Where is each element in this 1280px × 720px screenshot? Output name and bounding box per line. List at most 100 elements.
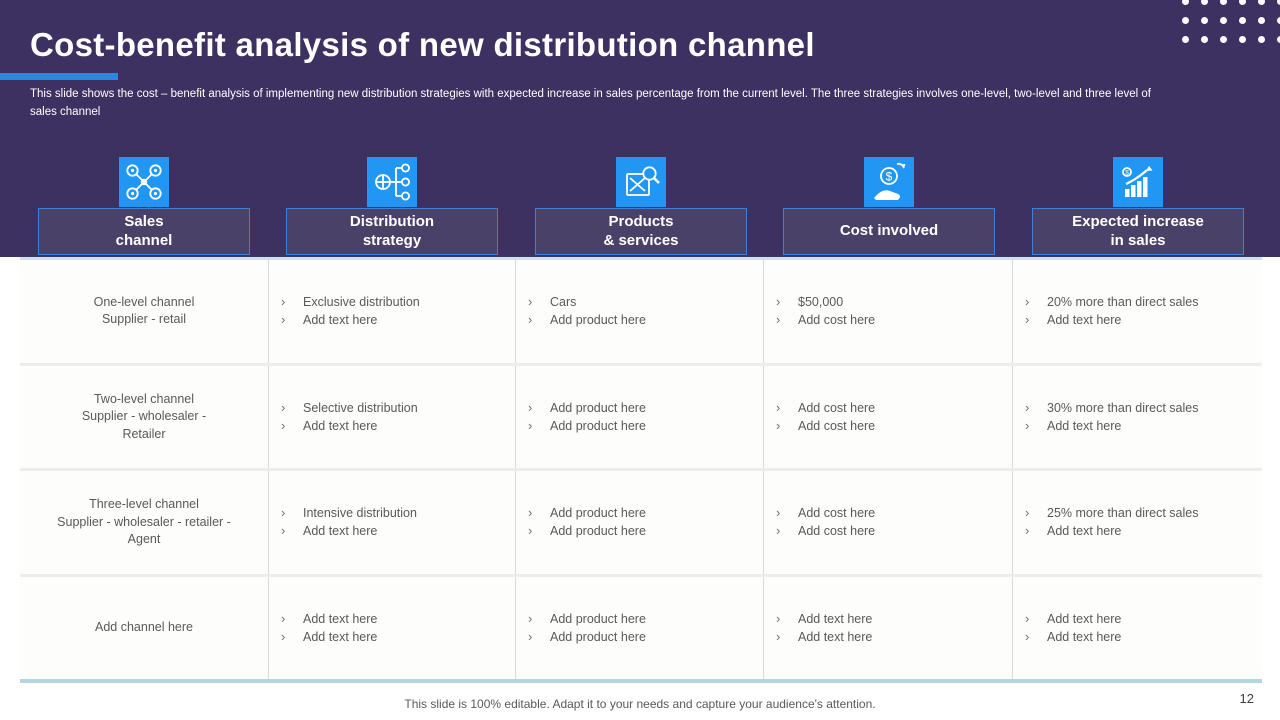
- channel-text: One-level channel: [93, 294, 195, 309]
- bullet-line: › Add product here: [528, 610, 755, 628]
- bullet-icon: ›: [1025, 610, 1030, 626]
- column-header-distribution-strategy: Distribution strategy: [286, 208, 498, 255]
- bullet-text: $50,000: [798, 295, 844, 309]
- bullet-line: › Add text here: [1025, 417, 1254, 435]
- channel-cell: One-level channel Supplier - retail: [20, 260, 268, 363]
- bullet-text: 25% more than direct sales: [1047, 506, 1199, 520]
- bullet-text: Add product here: [550, 313, 646, 328]
- channel-text: Supplier - wholesaler -: [81, 409, 207, 423]
- products-cell: › Cars › Add product here: [515, 260, 763, 363]
- cost-cell: › Add cost here › Add cost here: [763, 471, 1012, 574]
- bullet-icon: ›: [1025, 417, 1030, 433]
- bullet-icon: ›: [528, 610, 533, 626]
- table-row: One-level channel Supplier - retail › Exclu…: [20, 260, 1262, 363]
- bullet-text: Add text here: [1047, 418, 1122, 433]
- hand-dollar-icon: $: [864, 157, 914, 207]
- bullet-line: › Intensive distribution: [281, 504, 507, 522]
- column-header-label: Sales: [124, 212, 164, 230]
- bullet-text: 20% more than direct sales: [1047, 295, 1199, 309]
- channel-text: Three-level channel: [89, 497, 199, 511]
- increase-cell: › 30% more than direct sales › Add text her…: [1012, 365, 1262, 468]
- bullet-icon: ›: [1025, 294, 1030, 309]
- bullet-icon: ›: [528, 628, 533, 644]
- column-header-label: strategy: [362, 231, 422, 249]
- dot: [1258, 17, 1265, 24]
- table-row: Add channel here › Add text here › Add text …: [20, 573, 1262, 680]
- bullet-icon: ›: [281, 505, 286, 520]
- title-accent-bar: [0, 73, 118, 80]
- dot: [1277, 36, 1280, 43]
- svg-text:$: $: [1125, 169, 1129, 176]
- bullet-icon: ›: [281, 294, 286, 309]
- channel-text: Retailer: [122, 426, 166, 441]
- dot: [1182, 17, 1189, 24]
- bullet-icon: ›: [1025, 523, 1030, 539]
- bullet-line: › Add cost here: [776, 504, 1004, 522]
- bullet-line: › Add cost here: [776, 399, 1004, 417]
- column-header-label: Distribution: [349, 212, 435, 230]
- bullet-text: Add cost here: [798, 313, 876, 328]
- dot: [1277, 0, 1280, 5]
- bullet-icon: ›: [776, 523, 781, 539]
- bullet-icon: ›: [528, 505, 533, 520]
- increase-cell: › 20% more than direct sales › Add text her…: [1012, 260, 1262, 363]
- bullet-text: Add cost here: [798, 400, 876, 415]
- table-row: Two-level channel Supplier - wholesaler -…: [20, 362, 1262, 468]
- column-header-expected-increase: Expected increase in sales: [1032, 208, 1244, 255]
- dot: [1277, 17, 1280, 24]
- bullet-line: › Add text here: [776, 628, 1004, 646]
- column-header-label: channel: [115, 231, 173, 249]
- bullet-line: › Selective distribution: [281, 399, 507, 417]
- channel-text: Add channel here: [95, 620, 193, 634]
- bullet-icon: ›: [528, 417, 533, 433]
- bullet-line: › 30% more than direct sales: [1025, 399, 1254, 417]
- bullet-icon: ›: [776, 399, 781, 415]
- bullet-icon: ›: [528, 399, 533, 415]
- bullet-text: Add text here: [303, 313, 378, 328]
- bullet-text: Cars: [550, 295, 577, 309]
- bullet-line: › Add text here: [1025, 522, 1254, 540]
- analysis-table: One-level channel Supplier - retail › Exclu…: [20, 257, 1262, 683]
- dot: [1258, 36, 1265, 43]
- bullet-line: › 20% more than direct sales: [1025, 293, 1254, 311]
- bullet-icon: ›: [1025, 505, 1030, 520]
- bullet-icon: ›: [281, 399, 286, 415]
- bullet-icon: ›: [776, 628, 781, 644]
- slide-description: This slide shows the cost – benefit anal…: [30, 86, 1245, 122]
- dot: [1239, 17, 1246, 24]
- column-header-label: & services: [603, 231, 679, 249]
- bullet-line: › Add text here: [281, 610, 507, 628]
- dot: [1220, 17, 1227, 24]
- bullet-line: › Add product here: [528, 628, 755, 646]
- dot: [1201, 0, 1208, 5]
- channel-cell: Add channel here: [20, 577, 268, 680]
- bullet-text: Add cost here: [798, 418, 876, 433]
- dot: [1258, 0, 1265, 5]
- dot: [1220, 0, 1227, 5]
- bullet-icon: ›: [528, 312, 533, 328]
- bullet-line: › Add text here: [281, 628, 507, 646]
- products-cell: › Add product here › Add product here: [515, 471, 763, 574]
- bullet-text: Add product here: [550, 418, 646, 433]
- column-header-label: Expected increase: [1072, 212, 1204, 230]
- dot: [1239, 0, 1246, 5]
- product-box-magnifier-icon: [616, 157, 666, 207]
- strategy-cell: › Selective distribution › Add text here: [268, 365, 515, 468]
- bullet-line: › 25% more than direct sales: [1025, 504, 1254, 522]
- bullet-line: › Add cost here: [776, 311, 1004, 329]
- bullet-text: Add text here: [798, 611, 873, 626]
- bullet-text: Add cost here: [798, 506, 876, 520]
- bullet-line: › Add text here: [281, 417, 507, 435]
- bullet-line: › Add product here: [528, 504, 755, 522]
- bullet-icon: ›: [776, 610, 781, 626]
- strategy-cell: › Add text here › Add text here: [268, 576, 515, 679]
- bullet-text: Add product here: [550, 400, 646, 415]
- bullet-text: Add text here: [303, 611, 378, 626]
- bullet-text: Add text here: [303, 629, 378, 644]
- description-line: sales channel: [30, 105, 101, 118]
- bullet-text: Add product here: [550, 524, 646, 539]
- dot: [1182, 0, 1189, 5]
- decorative-dot-grid: [1182, 0, 1280, 43]
- channel-text: Supplier - wholesaler - retailer -: [57, 514, 231, 529]
- bullet-text: Add text here: [798, 629, 873, 644]
